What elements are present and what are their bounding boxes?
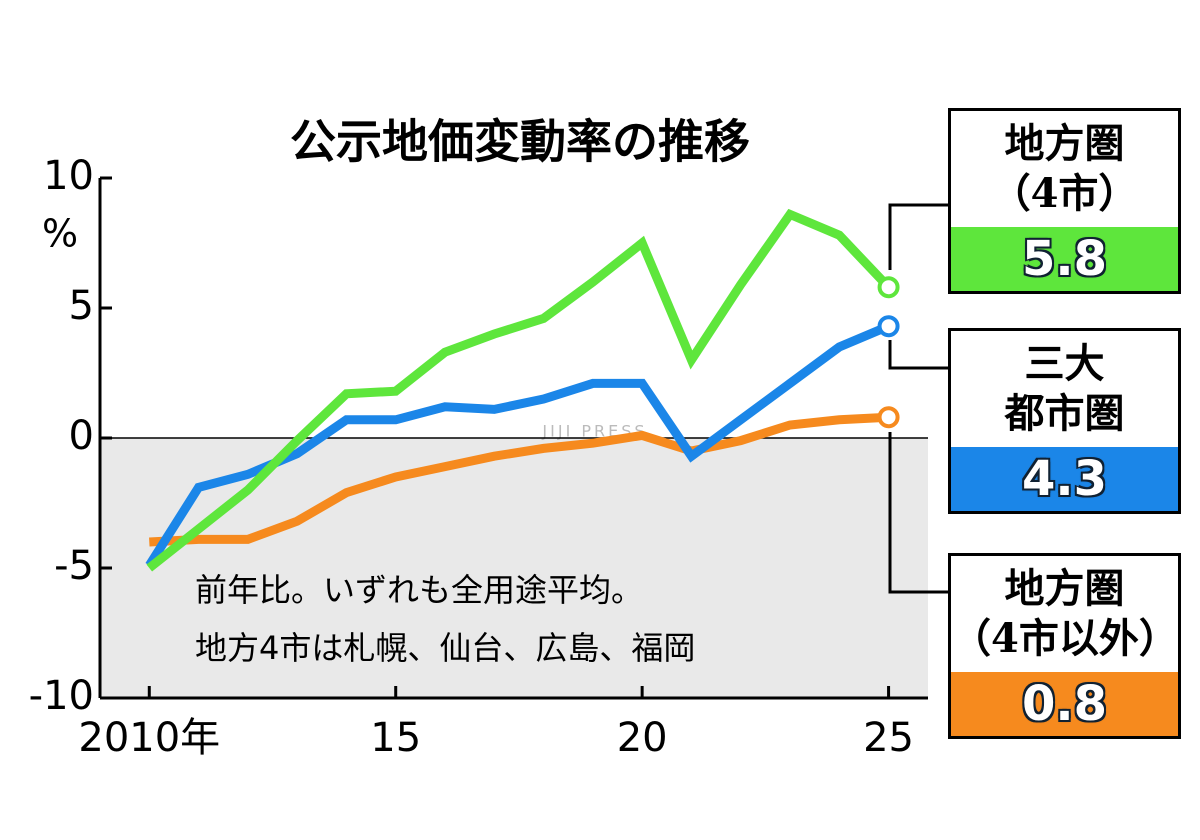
legend-label: 三大 都市圏 — [1004, 340, 1125, 437]
end-marker — [877, 406, 900, 429]
x-tick-label: 25 — [863, 715, 914, 761]
y-tick-label: 5 — [69, 283, 94, 329]
legend-box: 地方圏 （4市以外） 0.8 — [948, 553, 1181, 739]
y-tick-label: 10 — [43, 153, 94, 199]
note: 地方4市は札幌、仙台、広島、福岡 — [195, 629, 695, 667]
line-series — [146, 208, 892, 572]
connectors — [888, 203, 948, 594]
y-tick-label: -5 — [54, 543, 94, 589]
value-label: 5.8 — [951, 227, 1178, 291]
value-label: 4.3 — [951, 447, 1178, 511]
legend-label: 地方圏 （4市） — [990, 120, 1139, 217]
end-marker — [877, 276, 900, 299]
x-tick-label: 20 — [617, 715, 668, 761]
y-unit: % — [42, 212, 78, 256]
end-marker — [877, 315, 900, 338]
value-label: 0.8 — [951, 672, 1178, 736]
note: 前年比。いずれも全用途平均。 — [195, 571, 643, 609]
y-tick-label: -10 — [29, 673, 94, 719]
legend-box: 地方圏 （4市） 5.8 — [948, 108, 1181, 294]
y-tick-label: 0 — [69, 413, 94, 459]
legend-label: 地方圏 （4市以外） — [951, 565, 1179, 662]
x-tick-label: 2010年 — [78, 715, 220, 761]
x-tick-label: 15 — [370, 715, 421, 761]
legend-box: 三大 都市圏 4.3 — [948, 328, 1181, 514]
chart-title: 公示地価変動率の推移 — [290, 115, 750, 169]
line-series — [149, 412, 889, 547]
